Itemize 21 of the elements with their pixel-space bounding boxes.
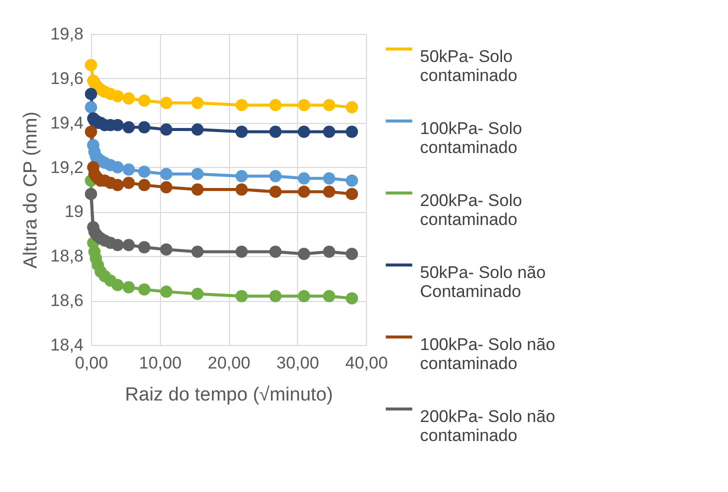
legend-label: 200kPa- Solo não contaminado: [420, 407, 556, 445]
y-tick-label: 19,2: [50, 158, 84, 177]
x-tick-label: 10,00: [138, 354, 182, 372]
y-tick-label: 18,8: [50, 246, 84, 266]
y-axis-title: Altura do CP (mm): [20, 112, 42, 268]
legend-label: 50kPa- Solo não Contaminado: [420, 263, 546, 301]
x-tick-label: 20,00: [208, 354, 250, 372]
x-tick-label: 40,00: [345, 354, 388, 372]
legend-label: 200kPa- Solo contaminado: [420, 191, 522, 229]
x-tick-label: 30,00: [276, 354, 320, 372]
legend-label: 100kPa- Solo contaminado: [420, 119, 522, 157]
y-tick-label: 19: [64, 202, 84, 222]
legend-label: 50kPa- Solo contaminado: [420, 47, 518, 85]
y-tick-label: 19,8: [50, 24, 84, 44]
x-axis-title: Raiz do tempo (√minuto): [125, 384, 333, 406]
y-tick-label: 18,4: [50, 336, 84, 354]
legend-label: 100kPa- Solo não contaminado: [420, 335, 556, 373]
y-tick-label: 19,6: [50, 68, 84, 88]
y-tick-label: 18,6: [50, 291, 84, 310]
y-tick-label: 19,4: [50, 113, 84, 132]
x-tick-label: 0,00: [74, 354, 108, 372]
